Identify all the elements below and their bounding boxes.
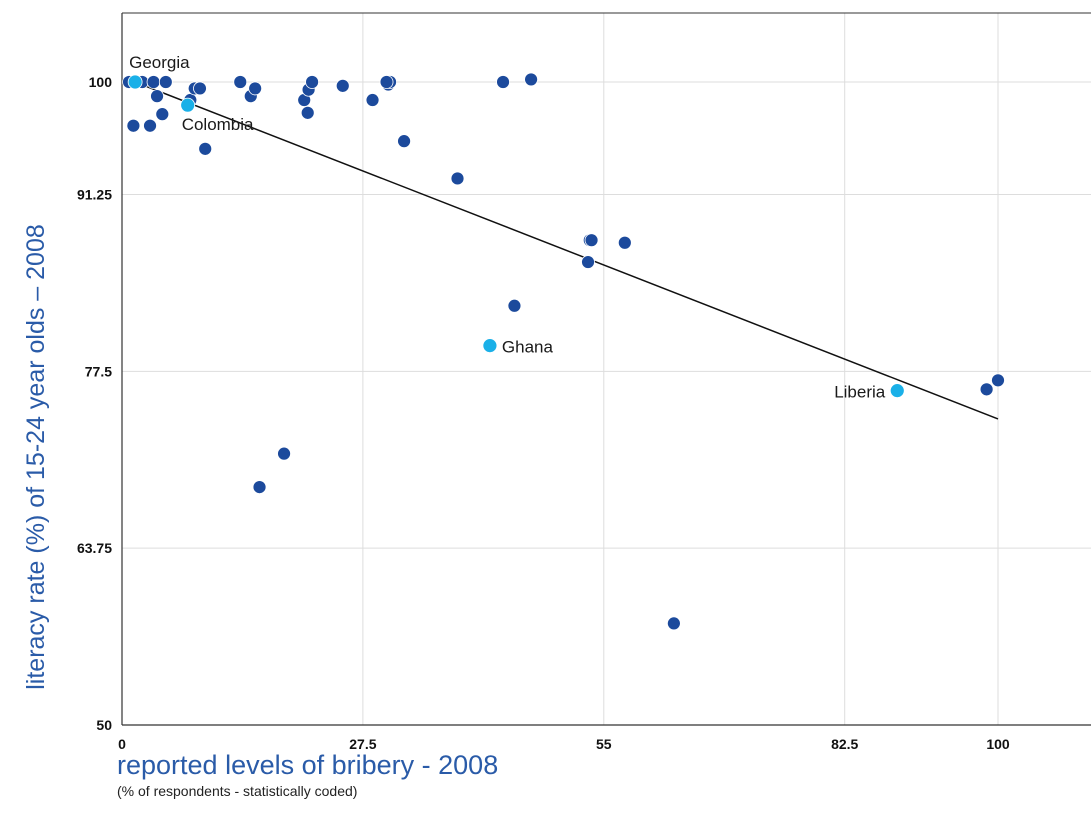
- gridlines: [122, 12, 1091, 725]
- data-point: [581, 255, 595, 269]
- data-point: [305, 75, 319, 89]
- point-label: Georgia: [129, 53, 190, 72]
- data-points: [122, 72, 1005, 631]
- x-tick-label: 27.5: [349, 736, 376, 752]
- data-point: [198, 141, 213, 156]
- data-point: [300, 105, 315, 120]
- data-point: [277, 446, 291, 461]
- data-point: [365, 93, 380, 107]
- data-point: [146, 75, 161, 89]
- tick-labels: 0 27.5 55 82.5 100 50 63.75 77.5 91.25 100: [77, 74, 1010, 752]
- data-point: [507, 298, 522, 313]
- y-axis-title: literacy rate (%) of 15-24 year olds – 2…: [22, 224, 50, 690]
- data-point: [666, 616, 681, 631]
- x-axis-title: reported levels of bribery - 2008: [117, 750, 499, 780]
- data-point: [496, 75, 510, 89]
- highlighted-point: [482, 338, 498, 354]
- data-point: [233, 75, 248, 89]
- data-point: [979, 382, 994, 397]
- data-point: [991, 373, 1005, 388]
- point-label: Ghana: [502, 338, 554, 357]
- highlighted-point: [127, 74, 143, 90]
- x-tick-label: 100: [986, 736, 1010, 752]
- data-point: [193, 81, 207, 96]
- data-point: [584, 233, 599, 248]
- x-axis-subtitle: (% of respondents - statistically coded): [117, 783, 358, 799]
- point-label: Colombia: [182, 115, 254, 134]
- data-point: [150, 89, 164, 104]
- data-point: [617, 235, 632, 250]
- data-point: [524, 72, 538, 87]
- data-point: [126, 118, 141, 133]
- axes: [121, 13, 1091, 726]
- data-point: [379, 75, 394, 89]
- data-point: [248, 81, 263, 96]
- regression-line: [134, 81, 999, 420]
- data-point: [252, 480, 267, 494]
- y-tick-label: 91.25: [77, 187, 112, 203]
- x-tick-label: 82.5: [831, 736, 858, 752]
- point-label: Liberia: [834, 383, 886, 402]
- data-point: [143, 118, 157, 133]
- highlighted-point: [889, 383, 905, 399]
- y-tick-label: 50: [96, 717, 112, 733]
- y-tick-label: 77.5: [85, 363, 112, 379]
- data-point: [155, 107, 170, 122]
- data-point: [158, 75, 173, 89]
- annotations: Georgia Colombia Ghana Liberia: [129, 53, 886, 402]
- y-tick-label: 100: [89, 74, 113, 90]
- highlighted-point: [180, 97, 196, 113]
- trend-line: [134, 81, 999, 420]
- data-point: [335, 78, 350, 93]
- data-point: [450, 171, 465, 186]
- data-point: [397, 134, 411, 149]
- x-tick-label: 55: [596, 736, 612, 752]
- y-tick-label: 63.75: [77, 540, 112, 556]
- x-tick-label: 0: [118, 736, 126, 752]
